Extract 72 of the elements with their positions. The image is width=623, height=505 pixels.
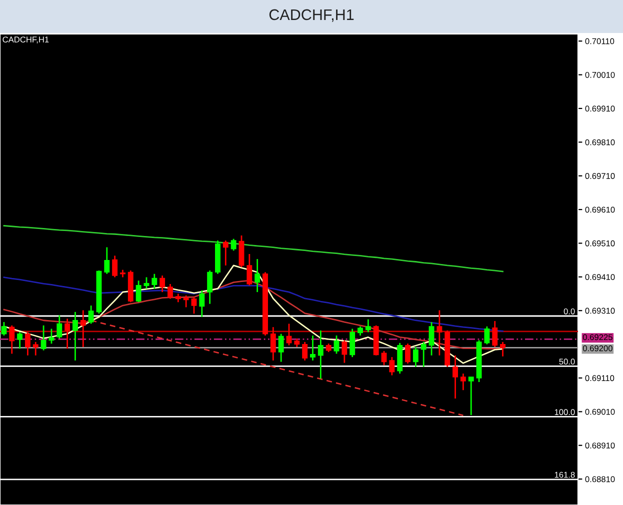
candlestick xyxy=(436,310,442,356)
candlestick xyxy=(160,274,166,293)
candlestick xyxy=(104,246,110,275)
candlestick xyxy=(318,330,324,380)
candlestick xyxy=(230,238,236,252)
candlestick xyxy=(302,341,308,362)
y-tick-label: 0.69410 xyxy=(585,274,615,280)
candlestick xyxy=(9,324,15,354)
y-tick-label: 0.69010 xyxy=(585,408,615,415)
y-tick-label: 0.69810 xyxy=(585,139,615,146)
candlestick xyxy=(278,333,284,363)
candlestick xyxy=(222,240,228,266)
candlestick xyxy=(270,326,276,362)
y-tick-label: 0.69110 xyxy=(585,375,614,382)
candlestick xyxy=(468,376,474,416)
candlestick xyxy=(452,354,458,400)
y-tick-label: 0.69310 xyxy=(585,308,615,314)
y-tick-label: 0.69610 xyxy=(585,206,615,213)
candlestick xyxy=(460,372,466,391)
candlestick xyxy=(389,356,395,376)
candlestick xyxy=(32,341,38,356)
candlestick xyxy=(80,310,86,348)
candlestick xyxy=(246,253,252,286)
candlestick xyxy=(48,328,54,344)
candlestick xyxy=(136,280,142,303)
candlestick xyxy=(24,331,30,356)
candlestick xyxy=(342,340,348,364)
annotation: 100.0 xyxy=(554,409,575,416)
y-tick-label: 0.68810 xyxy=(585,476,615,482)
candlestick xyxy=(484,326,490,345)
candlestick xyxy=(405,342,410,364)
candlestick xyxy=(152,273,158,290)
candlestick xyxy=(72,311,78,362)
candlestick xyxy=(40,324,46,352)
candlestick xyxy=(1,321,7,336)
ref-line-label: 0.69200 xyxy=(582,345,612,352)
line-series xyxy=(3,225,504,272)
y-tick-label: 0.69910 xyxy=(585,106,615,112)
candlestick xyxy=(350,328,356,358)
candlestick xyxy=(191,296,197,314)
candlestick xyxy=(207,270,213,305)
candlestick xyxy=(492,320,498,348)
candlestick xyxy=(412,346,418,368)
candlestick xyxy=(56,314,62,340)
annotation: CADCHF,H1 xyxy=(2,36,49,44)
candlestick xyxy=(428,321,434,356)
y-tick-label: 0.69710 xyxy=(585,173,615,179)
candlestick xyxy=(88,304,94,324)
candlestick xyxy=(168,283,173,300)
chart-title: CADCHF,H1 xyxy=(269,9,354,22)
annotation: 161.8 xyxy=(554,472,575,478)
candlestick xyxy=(420,341,426,368)
candlestick xyxy=(381,350,387,366)
y-tick-label: 0.68910 xyxy=(585,442,615,448)
candlestick xyxy=(310,334,316,362)
candlestick xyxy=(17,331,23,350)
y-tick-label: 0.70110 xyxy=(585,38,614,44)
candlestick xyxy=(358,326,363,336)
y-tick-label: 0.70010 xyxy=(585,72,615,78)
candlestick xyxy=(334,334,340,354)
candlestick xyxy=(286,323,292,346)
candlestick xyxy=(500,341,506,358)
candlestick xyxy=(64,318,70,350)
annotation: 0.0 xyxy=(564,308,575,314)
candlestick xyxy=(112,254,118,278)
annotation: 50.0 xyxy=(559,358,575,365)
candlestick xyxy=(365,318,371,333)
candlestick xyxy=(144,276,150,290)
candlestick xyxy=(254,258,260,293)
candlestick xyxy=(199,290,205,318)
y-tick-label: 0.69510 xyxy=(585,240,615,246)
ref-line-label: 0.69225 xyxy=(582,334,612,340)
